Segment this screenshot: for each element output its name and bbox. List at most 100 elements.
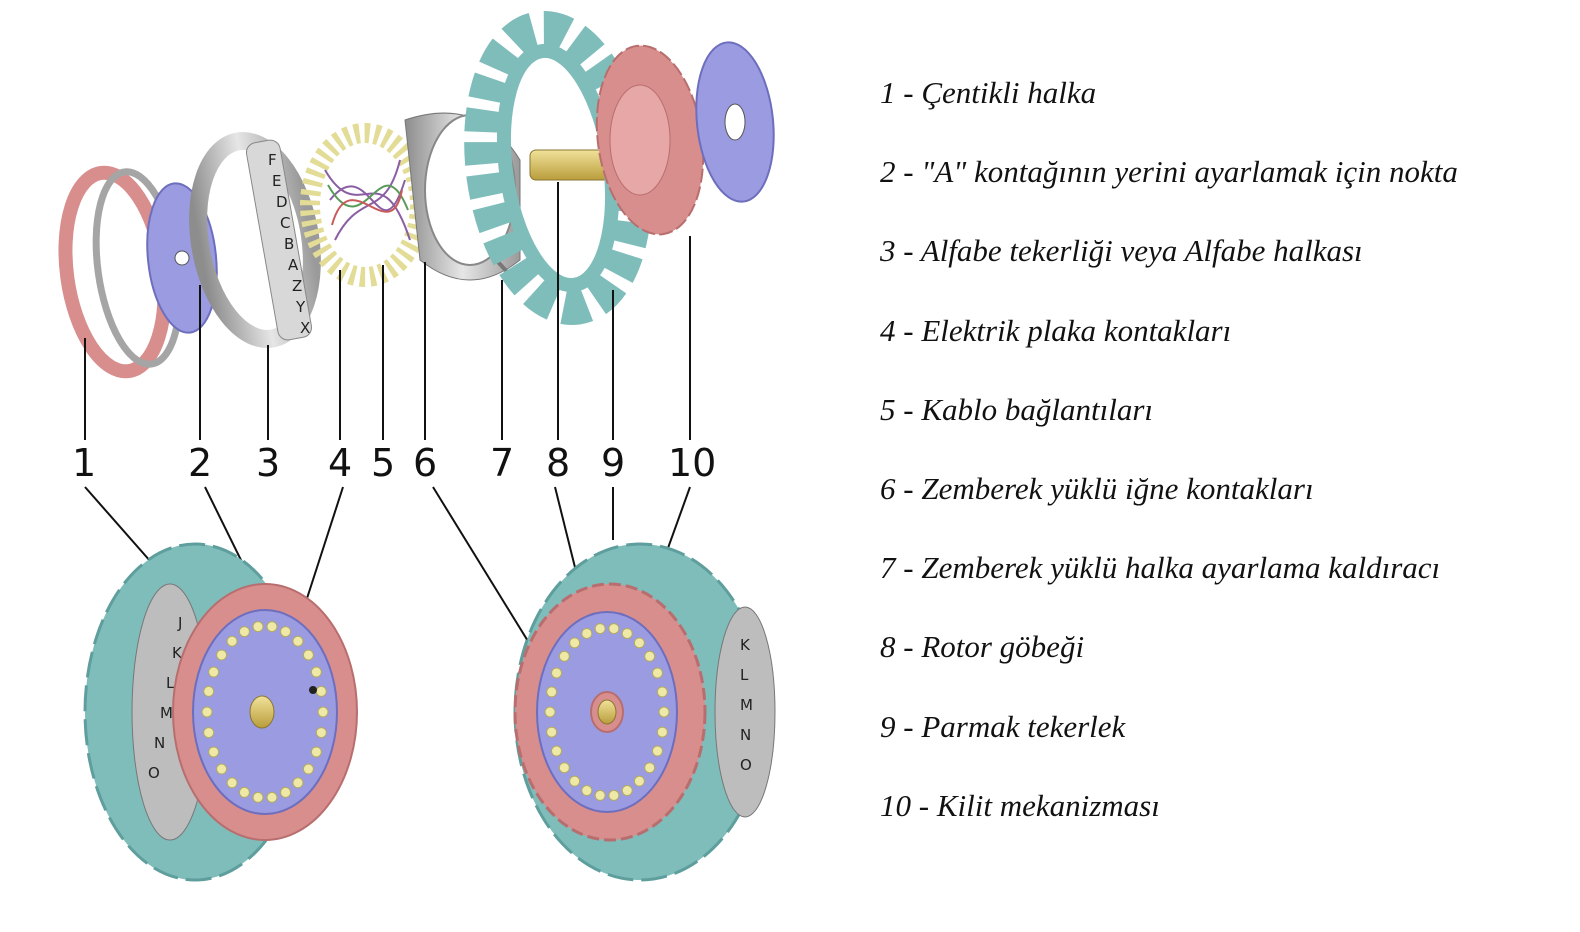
contact-pin [644,650,656,662]
contact-pin [594,789,606,801]
electric-contacts-part [300,123,430,287]
contact-pin [302,763,314,775]
ring-letter: Y [295,298,306,316]
legend-item-3: 3 - Alfabe tekerliği veya Alfabe halkası [880,233,1363,269]
contact-pin [310,746,322,758]
legend-item-5: 5 - Kablo bağlantıları [880,391,1153,427]
ring-letter: A [288,256,299,274]
contact-pin [216,649,228,661]
contact-pin [569,775,581,787]
legend-item-7: 7 - Zemberek yüklü halka ayarlama kaldır… [880,550,1441,586]
contact-pin [208,666,220,678]
legend-item-9: 9 - Parmak tekerlek [880,708,1126,744]
ring-letter: O [148,764,160,782]
ring-letter: Z [292,277,302,295]
contact-pin [302,649,314,661]
contact-pin [208,746,220,758]
contact-pin [651,667,663,679]
contact-pin [558,762,570,774]
contact-pin [558,650,570,662]
contact-pin [633,637,645,649]
ring-letter: O [740,756,752,774]
contact-pins-left [201,621,329,803]
contact-pin [594,623,606,635]
contact-pin [310,666,322,678]
contact-pin [315,685,327,697]
callout-2: 2 [188,441,212,485]
contact-pin [608,789,620,801]
contact-pin [656,686,668,698]
ring-letter: E [272,172,281,190]
legend-item-10: 10 - Kilit mekanizması [880,787,1160,823]
contact-pin [203,727,215,739]
ring-letter: N [154,734,165,752]
callout-10: 10 [668,441,716,485]
contact-pin [266,791,278,803]
callout-5: 5 [371,441,395,485]
contact-pin [238,626,250,638]
legend-item-1: 1 - Çentikli halka [880,75,1097,110]
contact-pin [546,726,558,738]
contact-pins-right [544,623,670,801]
contact-pin [226,777,238,789]
ring-letter: F [268,151,277,169]
contact-pin [226,635,238,647]
contact-pin [569,637,581,649]
contact-pin [551,745,563,757]
legend-list: 1 - Çentikli halka 2 - "A" kontağının ye… [880,62,1570,854]
contact-pin [651,745,663,757]
contact-pin [203,685,215,697]
rotor-hub-part [529,149,611,181]
legend-item-6: 6 - Zemberek yüklü iğne kontakları [880,470,1314,506]
ring-letter: M [740,696,753,714]
contact-pin [546,686,558,698]
contact-pin [292,635,304,647]
contact-pin [317,706,329,718]
callout-6: 6 [413,441,437,485]
callout-8: 8 [546,441,570,485]
ring-letter: D [276,193,288,211]
contact-pin [266,621,278,633]
contact-pin [581,785,593,797]
legend-item-8: 8 - Rotor göbeği [880,629,1085,665]
callout-1: 1 [72,441,96,485]
ring-letter: K [172,644,183,662]
ring-letter: C [280,214,290,232]
contact-pin [621,785,633,797]
leader-lines-top [84,182,691,440]
ring-letter: B [284,235,294,253]
contact-pin [621,627,633,639]
legend-item-4: 4 - Elektrik plaka kontakları [880,312,1232,348]
contact-pin [633,775,645,787]
ring-letter: K [740,636,751,654]
ring-letter: X [300,319,310,337]
callout-3: 3 [256,441,280,485]
callout-9: 9 [601,441,625,485]
contact-pin [544,706,556,718]
ring-letter: L [740,666,749,684]
contact-pin [658,706,670,718]
contact-pin [238,786,250,798]
ring-letter: M [160,704,173,722]
contact-pin [252,621,264,633]
callout-4: 4 [328,441,352,485]
contact-pin [201,706,213,718]
contact-pin [656,726,668,738]
ring-letter: L [166,674,175,692]
contact-pin [644,762,656,774]
contact-pin [608,623,620,635]
contact-pin [292,777,304,789]
lock-mechanism-part [595,41,775,236]
contact-pin [252,791,264,803]
contact-pin [315,727,327,739]
ring-letter: J [177,614,182,632]
contact-pin [581,627,593,639]
contact-pin [551,667,563,679]
